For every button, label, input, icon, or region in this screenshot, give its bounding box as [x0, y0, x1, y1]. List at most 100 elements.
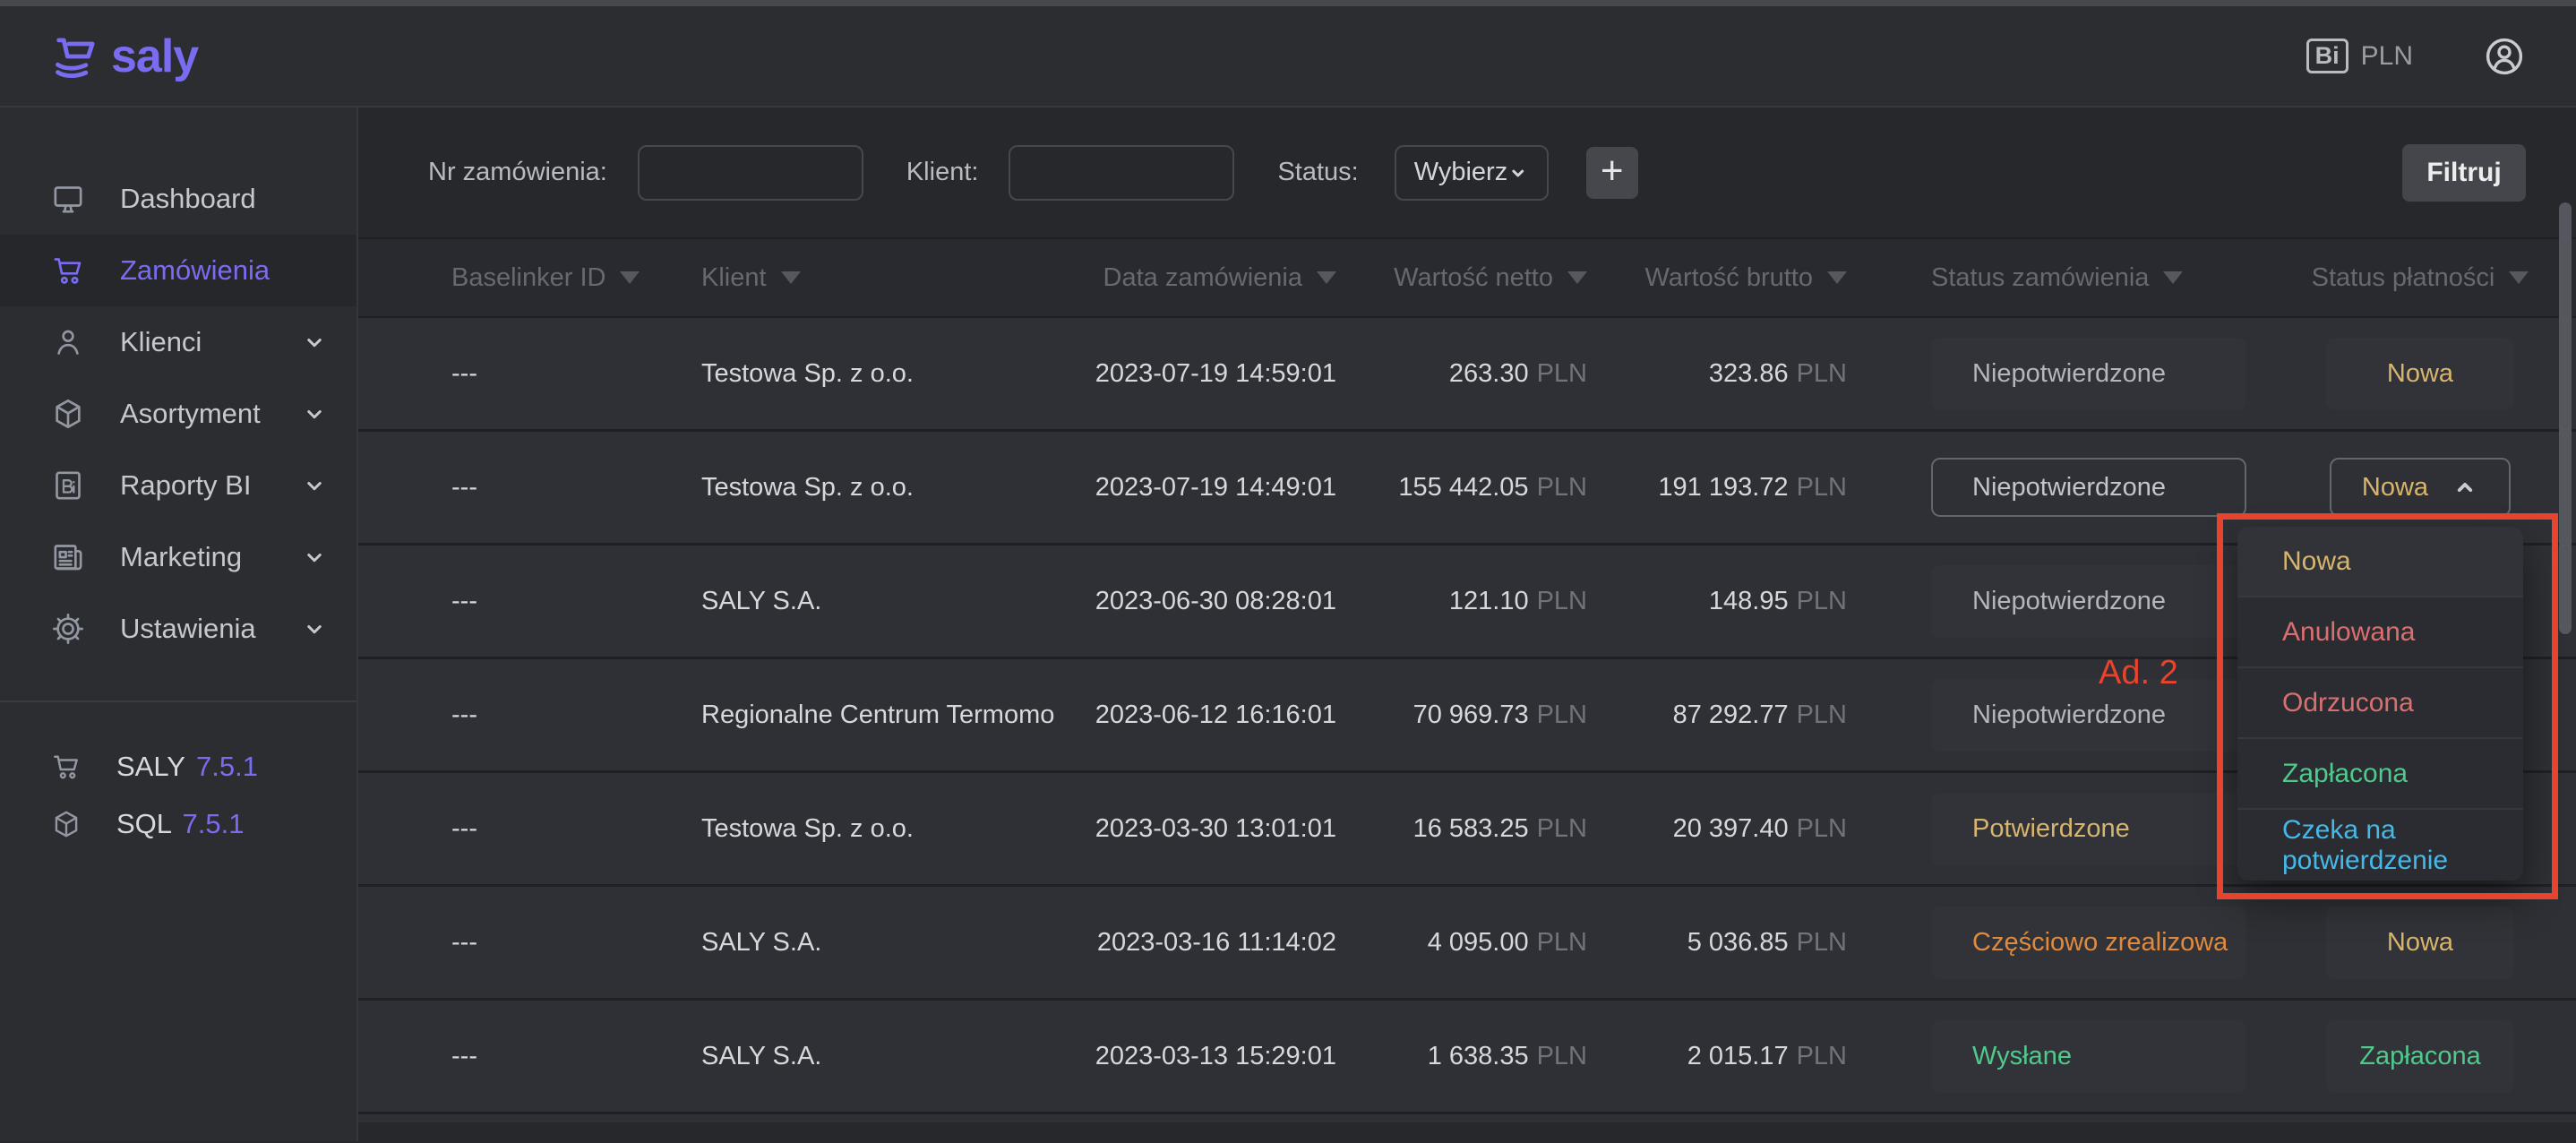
sort-icon[interactable]: [1567, 271, 1587, 284]
newspaper-icon: [54, 545, 82, 571]
chevron-down-icon[interactable]: [301, 329, 328, 356]
dropdown-option-zaplacona[interactable]: Zapłacona: [2237, 739, 2523, 810]
sidebar-item-label: Dashboard: [120, 183, 256, 214]
column-header-data[interactable]: Data zamówienia: [1103, 262, 1302, 292]
sidebar: Dashboard Zamówienia Klienci Asortyment …: [0, 107, 358, 1141]
chevron-down-icon[interactable]: [301, 400, 328, 427]
order-status-badge[interactable]: Potwierdzone: [1931, 792, 2246, 865]
bi-icon[interactable]: Bi: [2306, 39, 2348, 73]
client-input[interactable]: [1009, 144, 1235, 201]
payment-status-badge[interactable]: Nowa: [2326, 906, 2514, 979]
cell-date: 2023-03-13 15:29:01: [1095, 1041, 1336, 1070]
order-status-value: Niepotwierdzone: [1972, 472, 2167, 502]
add-filter-button[interactable]: +: [1585, 146, 1638, 199]
dropdown-option-czeka[interactable]: Czeka na potwierdzenie: [2282, 814, 2449, 875]
app-logo[interactable]: saly: [50, 30, 199, 83]
payment-status-select[interactable]: Nowa: [2330, 458, 2511, 517]
chevron-down-icon[interactable]: [301, 472, 328, 499]
sidebar-item-dashboard[interactable]: Dashboard: [0, 163, 356, 235]
column-header-status-platnosci[interactable]: Status płatności: [2311, 262, 2495, 292]
table-header: Baselinker ID Klient Data zamówienia War…: [358, 237, 2576, 318]
column-header-netto[interactable]: Wartość netto: [1394, 262, 1553, 292]
sidebar-divider: [0, 700, 356, 702]
order-number-label: Nr zamówienia:: [428, 158, 607, 186]
cell-brutto: 2 015.17: [1687, 1041, 1789, 1070]
table-row[interactable]: --- SALY S.A. 2023-03-16 11:14:02 4 095.…: [358, 887, 2576, 1001]
cell-netto: 16 583.25: [1413, 813, 1529, 843]
order-status-badge[interactable]: Niepotwierdzone: [1931, 678, 2246, 752]
sidebar-item-label: Raporty BI: [120, 469, 252, 501]
table-row[interactable]: --- Testowa Sp. z o.o. 2023-07-19 14:49:…: [358, 432, 2576, 546]
order-status-badge[interactable]: Wysłane: [1931, 1019, 2246, 1093]
currency-suffix: PLN: [1536, 586, 1587, 615]
sidebar-item-marketing[interactable]: Marketing: [0, 521, 356, 593]
order-status-select[interactable]: Niepotwierdzone: [1931, 458, 2246, 517]
sidebar-item-label: Klienci: [120, 326, 202, 357]
chevron-down-icon[interactable]: [301, 615, 328, 642]
sidebar-item-klienci[interactable]: Klienci: [0, 306, 356, 378]
person-icon: [57, 330, 79, 355]
cell-baselinker: ---: [451, 358, 477, 388]
cell-date: 2023-06-30 08:28:01: [1095, 586, 1336, 615]
cell-brutto: 20 397.40: [1672, 813, 1789, 843]
sidebar-item-asortyment[interactable]: Asortyment: [0, 378, 356, 450]
cell-date: 2023-07-19 14:49:01: [1095, 472, 1336, 502]
order-status-badge[interactable]: Częściowo zrealizowa: [1931, 906, 2246, 979]
cell-baselinker: ---: [451, 700, 477, 729]
version-saly: SALY 7.5.1: [0, 751, 356, 783]
account-icon[interactable]: [2483, 35, 2526, 78]
cell-client: Regionalne Centrum Termomoder...: [701, 700, 1055, 729]
currency-suffix: PLN: [1796, 927, 1847, 957]
sort-icon[interactable]: [2509, 271, 2529, 284]
cell-date: 2023-07-19 14:59:01: [1095, 358, 1336, 388]
cell-date: 2023-03-16 11:14:02: [1096, 927, 1336, 957]
status-select-value: Wybierz: [1413, 158, 1508, 186]
currency-suffix: PLN: [1536, 1041, 1587, 1070]
sidebar-item-raporty-bi[interactable]: Raporty BI: [0, 450, 356, 521]
column-header-status-zamowienia[interactable]: Status zamówienia: [1931, 262, 2150, 292]
table-row[interactable]: --- SALY S.A. 2023-03-13 15:29:01 1 638.…: [358, 1001, 2576, 1114]
payment-status-badge[interactable]: Nowa: [2326, 337, 2514, 410]
table-row[interactable]: --- Testowa Sp. z o.o. 2023-07-19 14:59:…: [358, 318, 2576, 432]
sort-icon[interactable]: [780, 271, 801, 284]
currency-label[interactable]: PLN: [2360, 40, 2413, 71]
sort-icon[interactable]: [620, 271, 640, 284]
cell-brutto: 191 193.72: [1658, 472, 1789, 502]
version-name: SALY: [116, 751, 185, 782]
sidebar-item-label: Ustawienia: [120, 613, 256, 644]
currency-suffix: PLN: [1536, 700, 1587, 729]
version-name: SQL: [116, 808, 171, 839]
cell-brutto: 148.95: [1708, 586, 1789, 615]
dropdown-option-odrzucona[interactable]: Odrzucona: [2237, 668, 2523, 739]
order-number-input[interactable]: [637, 144, 863, 201]
column-header-klient[interactable]: Klient: [701, 262, 767, 292]
cell-client: SALY S.A.: [701, 927, 822, 957]
column-header-brutto[interactable]: Wartość brutto: [1644, 262, 1813, 292]
bi-report-icon: [56, 471, 81, 500]
sort-icon[interactable]: [1827, 271, 1847, 284]
main-content: Nr zamówienia: Klient: Status: Wybierz +…: [358, 107, 2576, 1141]
sidebar-item-label: Marketing: [120, 541, 243, 572]
order-status-badge[interactable]: Niepotwierdzone: [1931, 337, 2246, 410]
sidebar-item-ustawienia[interactable]: Ustawienia: [0, 593, 356, 665]
dropdown-option-nowa[interactable]: Nowa: [2237, 527, 2523, 597]
sort-icon[interactable]: [2163, 271, 2184, 284]
top-strip: [0, 0, 2576, 6]
sidebar-item-zamowienia[interactable]: Zamówienia: [0, 235, 356, 306]
filter-button[interactable]: Filtruj: [2402, 143, 2526, 202]
status-select[interactable]: Wybierz: [1394, 144, 1549, 201]
vertical-scrollbar[interactable]: [2559, 202, 2572, 634]
cart-icon: [54, 755, 78, 779]
payment-status-badge[interactable]: Zapłacona: [2326, 1019, 2514, 1093]
sort-icon[interactable]: [1317, 271, 1336, 284]
partial-next-row: [358, 1114, 2576, 1122]
chevron-down-icon[interactable]: [301, 544, 328, 571]
currency-suffix: PLN: [1796, 358, 1847, 388]
order-status-badge[interactable]: Niepotwierdzone: [1931, 564, 2246, 638]
dropdown-option-anulowana[interactable]: Anulowana: [2237, 597, 2523, 668]
currency-suffix: PLN: [1796, 586, 1847, 615]
version-number: 7.5.1: [182, 808, 245, 839]
column-header-baselinker[interactable]: Baselinker ID: [451, 262, 606, 292]
cell-date: 2023-06-12 16:16:01: [1095, 700, 1336, 729]
box-icon: [56, 400, 81, 428]
